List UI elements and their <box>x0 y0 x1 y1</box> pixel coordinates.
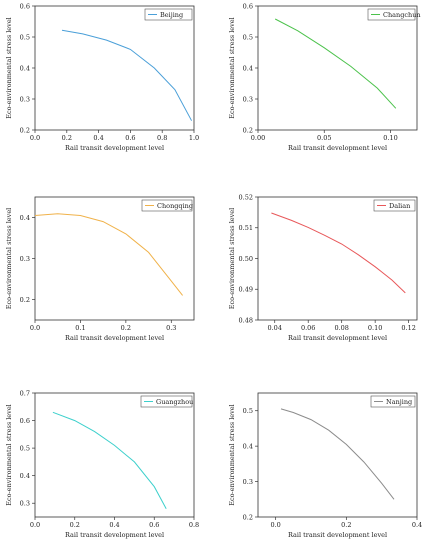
plot-frame <box>257 196 418 321</box>
series-line-changchun <box>274 18 397 109</box>
x-tick-label: 0.00 <box>251 134 265 142</box>
y-axis-label: Eco-environmental stress level <box>228 208 236 309</box>
plot-frame <box>34 5 195 131</box>
x-axis-label: Rail transit development level <box>65 144 164 152</box>
y-tick-label: 0.5 <box>20 444 30 452</box>
legend-box <box>144 8 193 21</box>
x-tick-label: 0.4 <box>93 134 103 142</box>
x-tick-label: 0.08 <box>334 324 348 332</box>
x-tick-label: 0.6 <box>125 134 135 142</box>
plot-frame <box>34 392 195 518</box>
y-tick-label: 0.4 <box>243 64 253 72</box>
y-tick-label: 0.3 <box>243 478 253 486</box>
legend-label: Dalian <box>389 202 410 210</box>
y-tick-label: 0.50 <box>239 255 253 263</box>
y-tick-label: 0.4 <box>20 214 30 222</box>
x-tick-label: 0.3 <box>166 324 176 332</box>
legend-box <box>141 199 193 212</box>
x-axis-label: Rail transit development level <box>65 531 164 539</box>
legend-label: Chongqing <box>157 202 193 210</box>
plot-frame <box>257 5 418 131</box>
x-tick-label: 0.2 <box>70 521 80 529</box>
legend-box <box>367 8 416 21</box>
x-tick-label: 0.4 <box>109 521 119 529</box>
x-tick-label: 0.4 <box>412 521 422 529</box>
series-line-beijing <box>61 29 193 121</box>
x-axis-label: Rail transit development level <box>288 531 387 539</box>
y-tick-label: 0.4 <box>243 442 253 450</box>
chart-panel-3: 0.0 0.1 0.2 0.3 0.2 0.3 0.4 Rail transit develo… <box>5 196 195 342</box>
y-tick-label: 0.3 <box>20 500 30 508</box>
legend-label: Changchun <box>383 11 421 19</box>
x-tick-label: 0.0 <box>30 324 40 332</box>
y-tick-label: 0.6 <box>20 2 30 10</box>
x-tick-label: 0.2 <box>62 134 72 142</box>
legend-label: Guangzhou <box>156 398 193 406</box>
y-tick-label: 0.7 <box>20 389 30 397</box>
legend-box <box>370 395 416 408</box>
y-tick-label: 0.3 <box>243 95 253 103</box>
series-line-dalian <box>271 212 406 294</box>
y-axis-label: Eco-environmental stress level <box>228 404 236 505</box>
x-tick-label: 0.8 <box>157 134 167 142</box>
y-tick-label: 0.2 <box>20 296 30 304</box>
chart-panel-4: 0.04 0.06 0.08 0.10 0.12 0.48 0.49 0.50 0.51 0.52… <box>228 193 418 342</box>
legend-label: Beijing <box>160 11 183 19</box>
legend-box <box>140 395 193 408</box>
x-tick-label: 0.10 <box>383 134 397 142</box>
y-tick-label: 0.6 <box>20 417 30 425</box>
x-tick-label: 0.2 <box>341 521 351 529</box>
y-axis-label: Eco-environmental stress level <box>228 17 236 118</box>
x-axis-label: Rail transit development level <box>288 144 387 152</box>
x-tick-label: 0.06 <box>301 324 315 332</box>
chart-panel-2: 0.00 0.05 0.10 0.2 0.3 0.4 0.5 0.6 Rail transit … <box>228 2 421 152</box>
y-tick-label: 0.49 <box>239 286 253 294</box>
chart-panel-6: 0.0 0.2 0.4 0.2 0.3 0.4 0.5 Rail transit develo… <box>228 392 422 539</box>
x-tick-label: 0.8 <box>189 521 199 529</box>
plot-frame <box>34 196 195 321</box>
y-tick-label: 0.2 <box>243 126 253 134</box>
y-tick-label: 0.5 <box>20 33 30 41</box>
plot-frame <box>257 392 418 518</box>
legend-box <box>373 199 416 212</box>
x-tick-label: 0.0 <box>30 134 40 142</box>
x-tick-label: 0.1 <box>75 324 85 332</box>
y-tick-label: 0.2 <box>20 126 30 134</box>
y-tick-label: 0.4 <box>20 64 30 72</box>
chart-panel-5: 0.0 0.2 0.4 0.6 0.8 0.3 0.4 0.5 0.6 0.7 Rail trans… <box>5 389 199 539</box>
y-tick-label: 0.5 <box>243 33 253 41</box>
x-tick-label: 0.2 <box>121 324 131 332</box>
y-axis-label: Eco-environmental stress level <box>5 208 13 309</box>
y-tick-label: 0.3 <box>20 255 30 263</box>
y-axis-label: Eco-environmental stress level <box>5 17 13 118</box>
legend-label: Nanjing <box>386 398 412 406</box>
x-tick-label: 0.04 <box>267 324 281 332</box>
x-axis-label: Rail transit development level <box>65 334 164 342</box>
x-tick-label: 0.10 <box>368 324 382 332</box>
x-tick-label: 0.6 <box>149 521 159 529</box>
series-line-guangzhou <box>52 411 167 509</box>
series-line-chongqing <box>34 213 183 296</box>
y-axis-label: Eco-environmental stress level <box>5 404 13 505</box>
y-tick-label: 0.52 <box>239 193 253 201</box>
x-tick-label: 0.0 <box>30 521 40 529</box>
x-axis-label: Rail transit development level <box>288 334 387 342</box>
y-tick-label: 0.4 <box>20 472 30 480</box>
y-tick-label: 0.51 <box>239 224 253 232</box>
y-tick-label: 0.48 <box>239 316 253 324</box>
y-tick-label: 0.3 <box>20 95 30 103</box>
series-line-nanjing <box>280 408 395 500</box>
x-tick-label: 0.12 <box>401 324 415 332</box>
y-tick-label: 0.5 <box>243 407 253 415</box>
y-tick-label: 0.2 <box>243 513 253 521</box>
x-tick-label: 0.0 <box>270 521 280 529</box>
x-tick-label: 1.0 <box>189 134 199 142</box>
y-tick-label: 0.6 <box>243 2 253 10</box>
x-tick-label: 0.05 <box>317 134 331 142</box>
